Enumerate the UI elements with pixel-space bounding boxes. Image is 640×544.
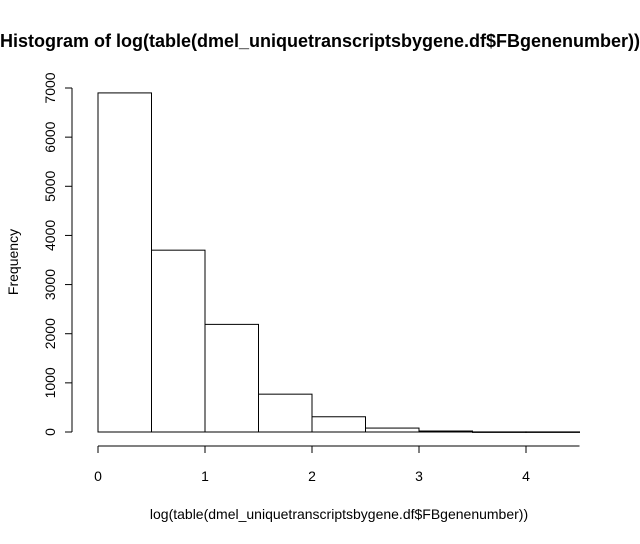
y-tick-label: 7000 xyxy=(42,72,58,103)
x-axis: 0 1 2 3 4 xyxy=(94,445,580,484)
chart-title: Histogram of log(table(dmel_uniquetransc… xyxy=(0,31,640,51)
x-tick-label: 2 xyxy=(308,468,316,484)
y-tick-label: 5000 xyxy=(42,171,58,202)
histogram-bar xyxy=(472,431,527,433)
histogram-bar xyxy=(151,249,206,433)
x-tick-label: 0 xyxy=(94,468,102,484)
histogram-bar xyxy=(204,323,259,433)
histogram-bar xyxy=(311,416,366,433)
histogram-bars xyxy=(97,92,580,433)
y-tick-label: 1000 xyxy=(42,367,58,398)
histogram-bar xyxy=(525,431,580,433)
y-tick-label: 4000 xyxy=(42,220,58,251)
histogram-bar xyxy=(365,427,420,433)
y-axis: 0 1000 2000 3000 4000 5000 6000 7000 xyxy=(42,72,73,436)
y-tick-label: 3000 xyxy=(42,269,58,300)
y-tick-label: 6000 xyxy=(42,121,58,152)
x-tick-label: 1 xyxy=(201,468,209,484)
y-axis-label: Frequency xyxy=(5,229,21,295)
x-axis-label: log(table(dmel_uniquetranscriptsbygene.d… xyxy=(150,506,528,522)
histogram-bar xyxy=(418,430,473,433)
y-tick-label: 0 xyxy=(42,428,58,436)
histogram-bar xyxy=(97,92,152,433)
x-tick-label: 4 xyxy=(522,468,530,484)
y-tick-label: 2000 xyxy=(42,318,58,349)
x-tick-label: 3 xyxy=(415,468,423,484)
histogram-bar xyxy=(258,393,313,433)
